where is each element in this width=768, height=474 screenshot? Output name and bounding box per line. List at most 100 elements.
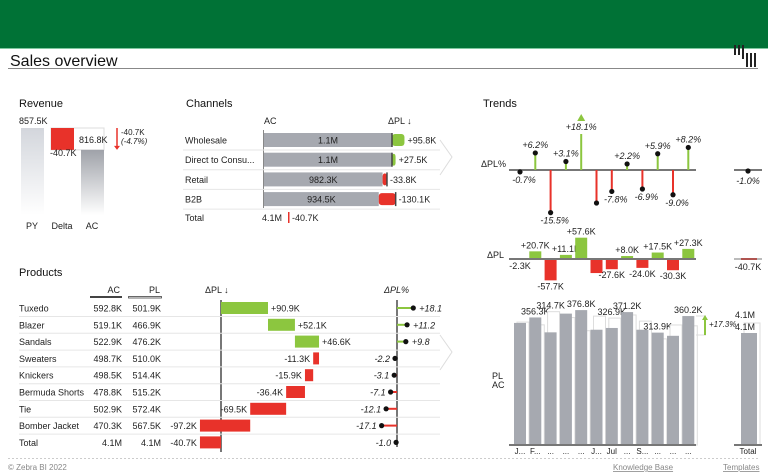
trend-dpl-bar[interactable] (682, 248, 695, 259)
channel-variance-bar[interactable] (392, 134, 405, 146)
trend-dpl-bar[interactable] (636, 259, 649, 268)
channels-total-ac: 4.1M (262, 213, 282, 223)
channel-variance-bar[interactable] (392, 153, 396, 166)
waterfall-bar[interactable] (267, 318, 295, 331)
product-name[interactable]: Tuxedo (19, 304, 49, 314)
templates-link[interactable]: Templates (723, 463, 759, 472)
channel-ac-bar[interactable] (264, 152, 392, 167)
product-name[interactable]: Bermuda Shorts (19, 388, 85, 398)
trend-ac-bar[interactable] (667, 335, 679, 445)
arrow-down-icon (114, 145, 120, 150)
trend-dpl-bar[interactable] (621, 256, 634, 259)
pct-dot (391, 372, 397, 378)
trend-dpl-bar[interactable] (667, 259, 679, 271)
product-name[interactable]: Bomber Jacket (19, 421, 80, 431)
waterfall-bar[interactable] (286, 386, 305, 398)
channel-name[interactable]: Wholesale (185, 136, 227, 146)
channels-total-variance-bar (288, 212, 290, 223)
channels-col-dpl[interactable]: ΔPL ↓ (388, 116, 412, 126)
trend-pct-dot (685, 144, 691, 151)
pct-label: -3.1 (374, 371, 390, 381)
trend-dpl-bar[interactable] (575, 237, 588, 259)
pct-dot (379, 423, 385, 429)
trend-pct-dot (563, 158, 569, 165)
channel-ac-bar[interactable] (264, 133, 392, 147)
trend-pct-dot (655, 151, 661, 157)
trend-dpl-bar[interactable] (544, 259, 557, 281)
pct-label: +18.1 (419, 304, 442, 314)
channel-name[interactable]: Retail (185, 175, 208, 185)
trend-ac-bar[interactable] (559, 313, 572, 445)
pct-label: -1.0 (376, 438, 392, 448)
pl-header-underline (128, 296, 162, 299)
product-name[interactable]: Sandals (19, 337, 52, 347)
trend-ac-bar[interactable] (605, 327, 618, 445)
trend-dpl-bar[interactable] (651, 252, 664, 259)
product-name[interactable]: Blazer (19, 320, 45, 330)
channel-ac-label: 982.3K (309, 175, 338, 185)
product-pl-value: 567.5K (132, 421, 161, 431)
trend-ac-bar[interactable] (651, 332, 664, 445)
trend-ac-bar[interactable] (529, 317, 542, 445)
pct-label: +9.8 (412, 337, 430, 347)
month-label: ... (563, 447, 570, 456)
zebra-logo[interactable] (734, 45, 756, 67)
trend-ac-bar[interactable] (590, 329, 603, 445)
channel-name[interactable]: Direct to Consu... (185, 155, 255, 165)
trend-pct-dot (670, 192, 676, 198)
waterfall-bar[interactable] (313, 352, 320, 365)
page-title: Sales overview (10, 53, 118, 70)
waterfall-bar[interactable] (221, 302, 268, 314)
drill-chevron-icon[interactable] (439, 139, 453, 176)
drill-chevron-icon[interactable] (439, 334, 453, 371)
knowledge-base-link[interactable]: Knowledge Base (613, 463, 674, 472)
trend-ac-label: 356.3K (521, 306, 550, 316)
waterfall-bar[interactable] (250, 402, 287, 415)
product-pl-value: 515.2K (132, 388, 161, 398)
waterfall-bar[interactable] (304, 369, 314, 382)
product-ac-value: 4.1M (102, 438, 122, 448)
trend-pct-label: -6.9% (635, 192, 659, 202)
channel-ac-bar[interactable] (264, 172, 383, 187)
channel-variance-bar[interactable] (382, 173, 387, 186)
trend-pct-label: +2.2% (614, 151, 640, 161)
trend-ac-bar[interactable] (682, 316, 695, 445)
trend-ac-bar[interactable] (636, 329, 649, 445)
channels-col-ac: AC (264, 116, 277, 126)
waterfall-bar[interactable] (294, 335, 320, 348)
revenue-py-label: 857.5K (19, 116, 48, 126)
products-col-dpl[interactable]: ΔPL ↓ (205, 285, 229, 295)
trend-dpl-bar[interactable] (590, 259, 603, 274)
channel-ac-bar[interactable] (264, 192, 379, 207)
trend-ac-bar[interactable] (621, 312, 634, 445)
trend-pct-dot (548, 210, 554, 216)
trend-dpl-axis-label: ΔPL (487, 250, 504, 260)
variance-pct-label: +17.3% (709, 320, 736, 329)
trend-dpl-bar[interactable] (559, 254, 572, 259)
trend-ac-bar[interactable] (575, 310, 588, 445)
pct-dot (403, 339, 409, 345)
product-name[interactable]: Knickers (19, 371, 54, 381)
trend-ac-axis-label: AC (492, 380, 505, 390)
waterfall-label: +52.1K (298, 320, 327, 330)
waterfall-bar[interactable] (199, 419, 251, 432)
trend-dpl-bar[interactable] (605, 259, 618, 270)
pct-label: -2.2 (375, 354, 391, 364)
trend-ac-bar[interactable] (544, 332, 557, 445)
trend-ac-bar[interactable] (514, 322, 526, 445)
product-name[interactable]: Tie (19, 404, 31, 414)
month-label: J... (591, 447, 602, 456)
pct-dot (404, 322, 410, 328)
revenue-ac-label: 816.8K (79, 135, 108, 145)
waterfall-bar[interactable] (199, 436, 221, 449)
trend-pct-label: +3.1% (553, 148, 579, 158)
trend-dpl-label: +8.0K (615, 245, 639, 255)
product-name[interactable]: Sweaters (19, 354, 57, 364)
trend-dpl-bar[interactable] (529, 251, 542, 259)
products-col-dpl-pct[interactable]: ΔPL% (383, 285, 409, 295)
channel-variance-bar[interactable] (378, 193, 396, 206)
trends-title: Trends (483, 98, 517, 110)
revenue-bar-py (21, 128, 44, 215)
channel-name[interactable]: B2B (185, 195, 202, 205)
trend-pct-label: +8.2% (675, 134, 701, 144)
